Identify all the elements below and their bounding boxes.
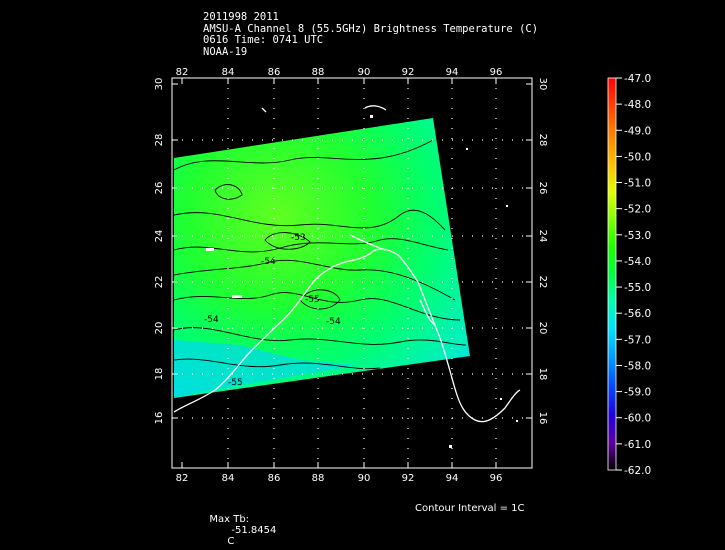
lon-label-bottom: 84 [222,473,235,484]
contour-label: -54 [261,257,276,267]
header-satellite: NOAA-19 [203,45,248,58]
colorbar-label: -62.0 [624,465,651,477]
lon-label-top: 92 [402,67,415,78]
colorbar-label: -49.0 [624,125,651,137]
lat-label-left: 20 [154,322,165,335]
lon-label-bottom: 96 [490,473,503,484]
lat-label-left: 24 [154,230,165,243]
lon-label-top: 88 [312,67,325,78]
max-tb-unit: C [227,536,235,547]
lon-label-bottom: 92 [402,473,415,484]
contour-label: -54 [204,315,219,325]
contour-label: -55 [228,378,243,388]
contour-label: -55 [305,295,320,305]
colorbar-label: -61.0 [624,439,651,451]
map-frame [171,77,533,469]
header-date: 2011998 2011 [203,11,279,23]
lon-label-bottom: 86 [268,473,281,484]
colorbar-label: -48.0 [624,99,651,111]
colorbar-labels: -47.0 -48.0 -49.0 -50.0 -51.0 -52.0 -53.0 -54.0… [616,73,651,477]
lat-label-left: 26 [154,182,165,195]
contour-label: -54 [326,317,341,327]
colorbar-label: -50.0 [624,151,651,163]
lon-label-bottom: 94 [446,473,459,484]
colorbar-label: -60.0 [624,413,651,425]
colorbar-label: -59.0 [624,387,651,399]
contour-lines [173,139,467,370]
cool-region [174,340,360,398]
colorbar-label: -51.0 [624,178,651,190]
lat-label-right: 28 [537,134,548,147]
lon-label-top: 84 [222,67,235,78]
lat-label-left: 22 [154,276,165,289]
lat-label-right: 16 [537,412,548,425]
lon-label-bottom: 90 [358,473,371,484]
lat-label-right: 30 [537,78,548,91]
lat-label-right: 22 [537,276,548,289]
lon-label-bottom: 88 [312,473,325,484]
header-product: AMSU-A Channel 8 (55.5GHz) Brightness Te… [203,22,539,35]
max-tb-value: -51.8454 [231,525,277,536]
lat-label-left: 30 [154,78,165,91]
lon-label-top: 94 [446,67,459,78]
colorbar-label: -58.0 [624,360,651,372]
data-swath [174,118,470,398]
lat-label-right: 26 [537,182,548,195]
lat-label-left: 28 [154,134,165,147]
map-header: 2011998 2011 AMSU-A Channel 8 (55.5GHz) … [203,11,539,58]
lat-lon-grid [172,78,532,468]
contour-label: -53 [291,233,306,243]
colorbar-label: -57.0 [624,334,651,346]
lon-label-top: 82 [176,67,189,78]
lat-label-right: 18 [537,368,548,381]
lon-label-top: 90 [358,67,371,78]
lat-label-right: 20 [537,322,548,335]
axis-labels: 82 82 84 84 86 86 88 88 90 90 92 92 94 94 96 96 16 16 18 18… [154,67,548,484]
colorbar-label: -54.0 [624,256,651,268]
colorbar [607,77,617,471]
lon-label-bottom: 82 [176,473,189,484]
lat-label-left: 16 [154,412,165,425]
lon-label-top: 96 [490,67,503,78]
colorbar-label: -47.0 [624,73,651,85]
header-time: 0616 Time: 0741 UTC [203,34,324,46]
max-tb-label: Max Tb: [209,514,250,525]
colorbar-label: -53.0 [624,230,651,242]
colorbar-label: -56.0 [624,308,651,320]
lat-label-left: 18 [154,368,165,381]
lon-label-top: 86 [268,67,281,78]
lat-label-right: 24 [537,230,548,243]
contour-interval: Contour Interval = 1C [415,503,525,514]
coast-dots [206,115,518,448]
colorbar-label: -55.0 [624,282,651,294]
max-tb-readout: Max Tb: -51.8454 C [203,503,276,547]
contour-label-group: -53 -54 -54 -55 -54 -55 [204,233,341,388]
colorbar-label: -52.0 [624,204,651,216]
